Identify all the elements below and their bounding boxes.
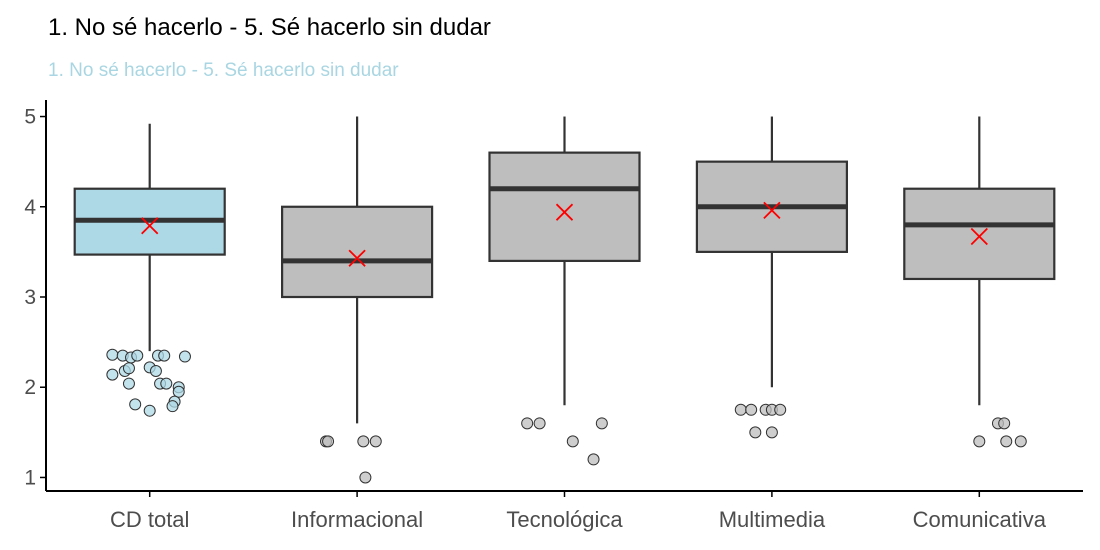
x-tick-label: Multimedia [719,507,826,532]
mean-marker [555,203,574,221]
outlier-point [1014,435,1027,448]
y-tick-label: 5 [24,106,36,129]
outlier-point [749,426,762,439]
outlier-point [158,349,171,362]
mean-marker [763,201,781,220]
outlier-point [166,400,179,413]
outlier-point [369,435,382,448]
outlier-point [357,435,370,448]
outlier-point [566,435,579,448]
outlier-point [595,417,608,430]
outlier-point [106,348,119,361]
mean-marker-stroke [555,203,574,221]
outlier-point [774,403,787,416]
outlier-point [1000,435,1013,448]
chart-subtitle: 1. No sé hacerlo - 5. Sé hacerlo sin dud… [48,60,399,81]
outlier-point [122,362,135,375]
outlier-point [533,417,546,430]
y-tick-label: 4 [24,196,36,219]
outlier-point [129,398,142,411]
outlier-point [745,403,758,416]
outlier-point [765,426,778,439]
outlier-point [521,417,534,430]
x-axis: CD total Informacional Tecnológica Multimed… [46,490,1083,532]
x-tick-label: Informacional [291,507,423,532]
outlier-point [178,350,191,363]
box-group [73,123,226,417]
box-iqr [903,187,1056,281]
mean-marker [348,249,366,267]
x-tick-label: Tecnológica [506,507,623,532]
y-tick-label: 1 [24,466,36,489]
box-group [903,116,1056,448]
box-group [695,116,849,439]
outlier-point [998,417,1011,430]
mean-marker-stroke [141,217,159,235]
x-tick-label: CD total [110,507,189,532]
box-group [281,116,434,484]
mean-marker-stroke [763,201,781,220]
y-tick-label: 3 [24,286,36,309]
mean-marker [970,227,988,246]
box-series [73,116,1056,484]
box-iqr [281,205,434,299]
y-tick-label: 2 [24,376,36,399]
mean-marker-stroke [348,249,366,267]
outlier-point [143,404,156,417]
outlier-point [172,385,185,398]
outlier-point [131,349,144,362]
outlier-point [149,364,162,377]
outlier-point [322,435,335,448]
outlier-point [359,471,372,484]
x-tick-label: Comunicativa [913,507,1047,532]
box-group [488,116,641,466]
outlier-point [122,377,135,390]
y-axis: 1 2 3 4 5 [24,100,47,491]
box-iqr [488,151,641,263]
mean-marker-stroke [970,227,988,246]
mean-marker [141,217,159,235]
outlier-point [587,453,600,466]
outlier-point [734,403,747,416]
outlier-point [973,435,986,448]
outlier-point [160,377,173,390]
chart-title: 1. No sé hacerlo - 5. Sé hacerlo sin dud… [48,14,491,41]
outlier-point [106,368,119,381]
